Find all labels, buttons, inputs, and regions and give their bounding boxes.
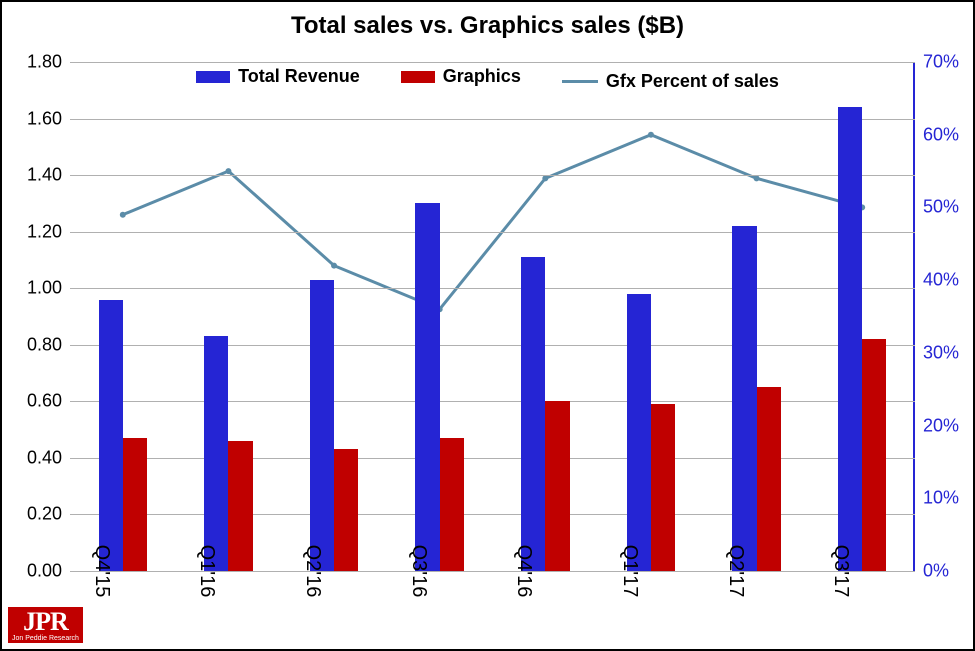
bar-total-revenue (838, 107, 862, 571)
grid-line (70, 458, 915, 459)
logo-main: JPR (23, 609, 68, 635)
x-axis-label: Q3'17 (829, 545, 862, 598)
bar-total-revenue (99, 300, 123, 571)
ytick-right: 70% (915, 52, 959, 73)
x-axis-label: Q2'17 (724, 545, 757, 598)
grid-line (70, 514, 915, 515)
ytick-left: 1.20 (27, 221, 70, 242)
grid-line (70, 232, 915, 233)
ytick-left: 0.80 (27, 334, 70, 355)
bar-graphics (862, 339, 886, 571)
bar-total-revenue (627, 294, 651, 571)
ytick-right: 30% (915, 342, 959, 363)
ytick-left: 1.80 (27, 52, 70, 73)
ytick-right: 0% (915, 561, 949, 582)
grid-line (70, 345, 915, 346)
line-marker (331, 263, 337, 269)
x-axis-label: Q3'16 (407, 545, 440, 598)
x-axis-label: Q1'16 (195, 545, 228, 598)
chart-title: Total sales vs. Graphics sales ($B) (2, 12, 973, 40)
grid-line (70, 62, 915, 63)
ytick-right: 50% (915, 197, 959, 218)
plot-area: 0.000.200.400.600.801.001.201.401.601.80… (70, 62, 915, 571)
bar-graphics (440, 438, 464, 571)
ytick-right: 40% (915, 270, 959, 291)
bar-total-revenue (204, 336, 228, 571)
ytick-left: 1.00 (27, 278, 70, 299)
bar-total-revenue (310, 280, 334, 571)
ytick-right: 10% (915, 488, 959, 509)
bar-graphics (545, 401, 569, 571)
ytick-right: 60% (915, 124, 959, 145)
bar-graphics (757, 387, 781, 571)
line-marker (120, 212, 126, 218)
bar-graphics (123, 438, 147, 571)
ytick-left: 0.00 (27, 561, 70, 582)
line-marker (648, 132, 654, 138)
bar-graphics (228, 441, 252, 571)
x-axis-label: Q1'17 (618, 545, 651, 598)
bar-graphics (651, 404, 675, 571)
ytick-left: 0.60 (27, 391, 70, 412)
ytick-right: 20% (915, 415, 959, 436)
ytick-left: 0.20 (27, 504, 70, 525)
bar-total-revenue (732, 226, 756, 571)
bar-graphics (334, 449, 358, 571)
chart-container: Total sales vs. Graphics sales ($B) Tota… (0, 0, 975, 651)
line-marker (542, 175, 548, 181)
grid-line (70, 288, 915, 289)
jpr-logo: JPR Jon Peddie Research (8, 607, 83, 643)
grid-line (70, 175, 915, 176)
ytick-left: 1.40 (27, 165, 70, 186)
line-marker (754, 175, 760, 181)
grid-line (70, 401, 915, 402)
line-series-svg (70, 62, 915, 571)
ytick-left: 0.40 (27, 447, 70, 468)
x-axis-label: Q2'16 (301, 545, 334, 598)
x-axis-label: Q4'15 (90, 545, 123, 598)
bar-total-revenue (415, 203, 439, 571)
ytick-left: 1.60 (27, 108, 70, 129)
logo-sub: Jon Peddie Research (12, 635, 79, 642)
bar-total-revenue (521, 257, 545, 571)
x-axis-label: Q4'16 (512, 545, 545, 598)
grid-line (70, 119, 915, 120)
line-marker (225, 168, 231, 174)
